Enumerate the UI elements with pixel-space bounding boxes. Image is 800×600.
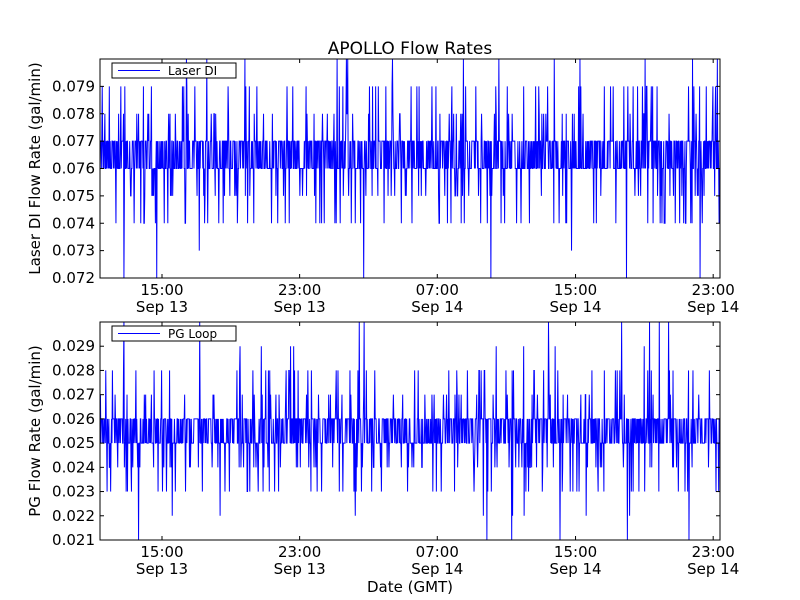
x-tick-label-time: 15:00	[140, 281, 183, 299]
y-tick-label: 0.076	[52, 160, 95, 178]
x-tick-label-time: 23:00	[692, 543, 735, 561]
x-tick-label-date: Sep 14	[687, 298, 739, 316]
y-tick-label: 0.029	[52, 337, 95, 355]
pg-loop-panel: 0.021 0.022 0.023 0.024 0.025 0.026 0.027 0.028…	[26, 321, 739, 578]
legend-label: Laser DI	[168, 64, 217, 78]
series-line-laser-di	[100, 59, 720, 278]
x-tick-label-date: Sep 13	[136, 560, 188, 578]
y-tick-label: 0.028	[52, 361, 95, 379]
y-tick-label: 0.074	[52, 214, 95, 232]
x-tick-label-time: 07:00	[416, 281, 459, 299]
x-tick-label-date: Sep 13	[136, 298, 188, 316]
x-tick-label-time: 15:00	[140, 543, 183, 561]
laser-di-panel: 0.072 0.073 0.074 0.075 0.076 0.077 0.078 0.079…	[26, 58, 739, 316]
x-tick-label-date: Sep 13	[274, 298, 326, 316]
legend: PG Loop	[111, 325, 237, 342]
legend: Laser DI	[111, 62, 237, 79]
x-tick-label-date: Sep 13	[274, 560, 326, 578]
x-tick-label-time: 23:00	[692, 281, 735, 299]
y-tick-label: 0.024	[52, 458, 95, 476]
y-axis-label: Laser DI Flow Rate (gal/min)	[26, 62, 44, 274]
y-tick-label: 0.075	[52, 187, 95, 205]
x-tick-label-time: 07:00	[416, 543, 459, 561]
legend-label: PG Loop	[168, 327, 217, 341]
y-tick-label: 0.021	[52, 531, 95, 549]
y-tick-label: 0.078	[52, 105, 95, 123]
x-tick-label-date: Sep 14	[549, 560, 601, 578]
x-tick-label-date: Sep 14	[549, 298, 601, 316]
x-tick-label-date: Sep 14	[687, 560, 739, 578]
plot-frame	[99, 321, 721, 541]
y-tick-label: 0.073	[52, 242, 95, 260]
x-axis-label: Date (GMT)	[367, 578, 453, 596]
chart-title: APOLLO Flow Rates	[328, 39, 493, 59]
y-tick-label: 0.022	[52, 507, 95, 525]
legend-box	[111, 325, 237, 342]
x-tick-label-time: 23:00	[278, 281, 321, 299]
y-tick-label: 0.025	[52, 434, 95, 452]
series-line-pg-loop	[100, 322, 720, 540]
y-tick-label: 0.023	[52, 483, 95, 501]
legend-box	[111, 62, 237, 79]
x-tick-label-date: Sep 14	[411, 560, 463, 578]
y-tick-label: 0.077	[52, 132, 95, 150]
x-tick-label-time: 15:00	[554, 281, 597, 299]
x-tick-label-time: 23:00	[278, 543, 321, 561]
y-tick-label: 0.026	[52, 410, 95, 428]
y-tick-label: 0.027	[52, 386, 95, 404]
y-axis-label: PG Flow Rate (gal/min)	[26, 345, 44, 517]
x-tick-label-time: 15:00	[554, 543, 597, 561]
x-tick-label-date: Sep 14	[411, 298, 463, 316]
y-tick-label: 0.072	[52, 269, 95, 287]
y-tick-label: 0.079	[52, 77, 95, 95]
